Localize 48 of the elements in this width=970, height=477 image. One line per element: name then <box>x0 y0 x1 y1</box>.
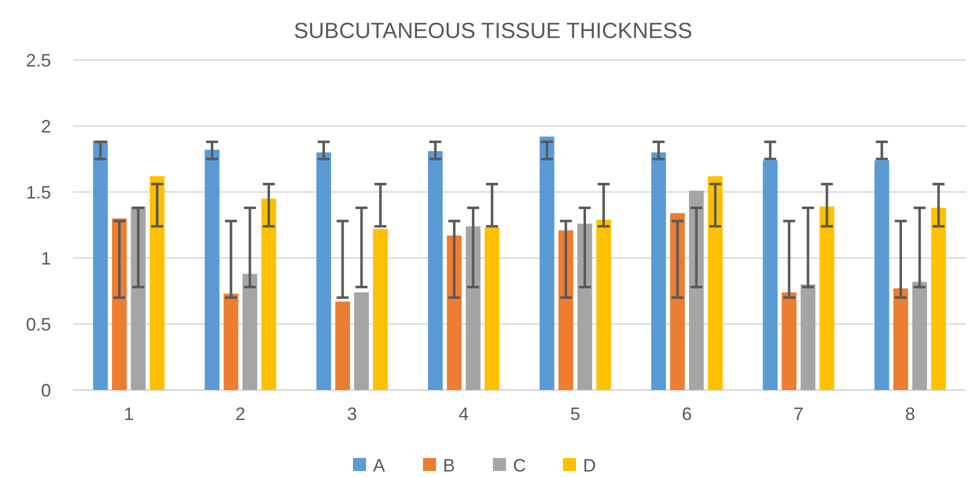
bar <box>466 226 481 390</box>
legend-label: D <box>583 455 596 476</box>
x-tick-label: 1 <box>124 404 134 424</box>
bar <box>874 160 890 390</box>
legend-label: A <box>373 455 386 476</box>
x-tick-label: 5 <box>570 404 580 424</box>
x-tick-label: 6 <box>682 404 692 424</box>
bar <box>540 136 554 390</box>
legend-label: C <box>513 455 526 476</box>
chart-title: SUBCUTANEOUS TISSUE THICKNESS <box>294 18 692 43</box>
bar <box>820 206 834 390</box>
bar <box>354 292 369 390</box>
y-tick-label: 2 <box>40 116 51 136</box>
legend-label: B <box>443 455 456 476</box>
bar <box>762 160 778 390</box>
bar <box>261 198 276 390</box>
bar <box>670 213 685 390</box>
bar <box>708 176 723 390</box>
bar <box>782 292 796 390</box>
bar <box>912 282 928 390</box>
bar <box>893 288 908 390</box>
bar <box>558 230 574 390</box>
x-tick-label: 8 <box>905 404 916 424</box>
y-tick-label: 1.5 <box>26 182 51 202</box>
bar <box>224 294 238 390</box>
bar <box>800 284 816 390</box>
bar <box>484 228 500 390</box>
bar <box>242 274 258 390</box>
y-tick-label: 1 <box>40 248 51 268</box>
y-tick-label: 0.5 <box>26 314 51 334</box>
bar <box>204 150 220 390</box>
bar <box>446 236 462 390</box>
bar <box>931 208 946 390</box>
bar <box>373 228 388 390</box>
bar <box>428 151 443 390</box>
bar <box>335 302 350 390</box>
bar <box>577 224 592 390</box>
bar <box>316 152 332 390</box>
bar <box>93 140 108 390</box>
x-tick-label: 3 <box>347 404 358 424</box>
bar <box>651 152 666 390</box>
y-tick-label: 0 <box>40 380 51 400</box>
x-tick-label: 7 <box>794 404 804 424</box>
y-tick-label: 2.5 <box>26 50 51 70</box>
bar <box>150 176 165 390</box>
x-tick-label: 4 <box>458 404 469 424</box>
x-tick-label: 2 <box>235 404 246 424</box>
bar <box>596 220 612 390</box>
